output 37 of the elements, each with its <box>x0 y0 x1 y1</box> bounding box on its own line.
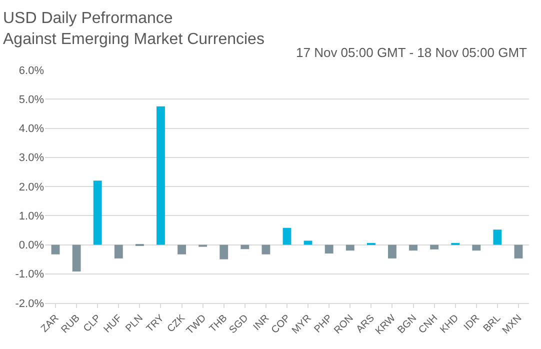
chart-title: USD Daily Pefrormance Against Emerging Market Currencies <box>3 10 264 48</box>
y-tick-label: -1.0% <box>15 268 44 281</box>
x-tick-label: IDR <box>462 312 482 333</box>
bar <box>178 244 186 254</box>
y-tick-label: -2.0% <box>15 298 44 310</box>
x-tick-label: THB <box>208 312 230 335</box>
y-tick-label: 2.0% <box>18 181 44 194</box>
bar <box>514 244 523 258</box>
bar <box>493 230 502 245</box>
bar <box>114 244 123 258</box>
bar <box>430 244 439 250</box>
x-tick-label: CLP <box>82 312 104 334</box>
bar <box>282 228 292 245</box>
y-tick-label: 3.0% <box>18 152 44 164</box>
x-tick-label: CZK <box>166 312 188 335</box>
bar <box>409 244 418 251</box>
bar <box>220 244 228 260</box>
x-tick-label: BRL <box>482 312 504 334</box>
y-tick-label: 1.0% <box>18 210 44 222</box>
bar <box>93 180 102 245</box>
x-tick-label: TRY <box>144 312 167 335</box>
bar <box>51 244 60 254</box>
bar <box>240 244 250 250</box>
bar <box>156 106 165 245</box>
y-tick-label: 5.0% <box>18 94 44 106</box>
bar <box>324 244 334 254</box>
bar <box>472 244 481 251</box>
bar <box>346 244 354 251</box>
y-tick-label: 4.0% <box>18 123 44 136</box>
bar <box>388 244 396 258</box>
y-tick-label: 6.0% <box>18 64 44 77</box>
y-tick-label: 0.0% <box>18 240 44 252</box>
x-tick-label: INR <box>252 312 272 333</box>
bar <box>304 240 312 245</box>
bar <box>72 244 81 272</box>
chart-subtitle: 17 Nov 05:00 GMT - 18 Nov 05:00 GMT <box>296 45 528 60</box>
bar <box>262 244 270 254</box>
